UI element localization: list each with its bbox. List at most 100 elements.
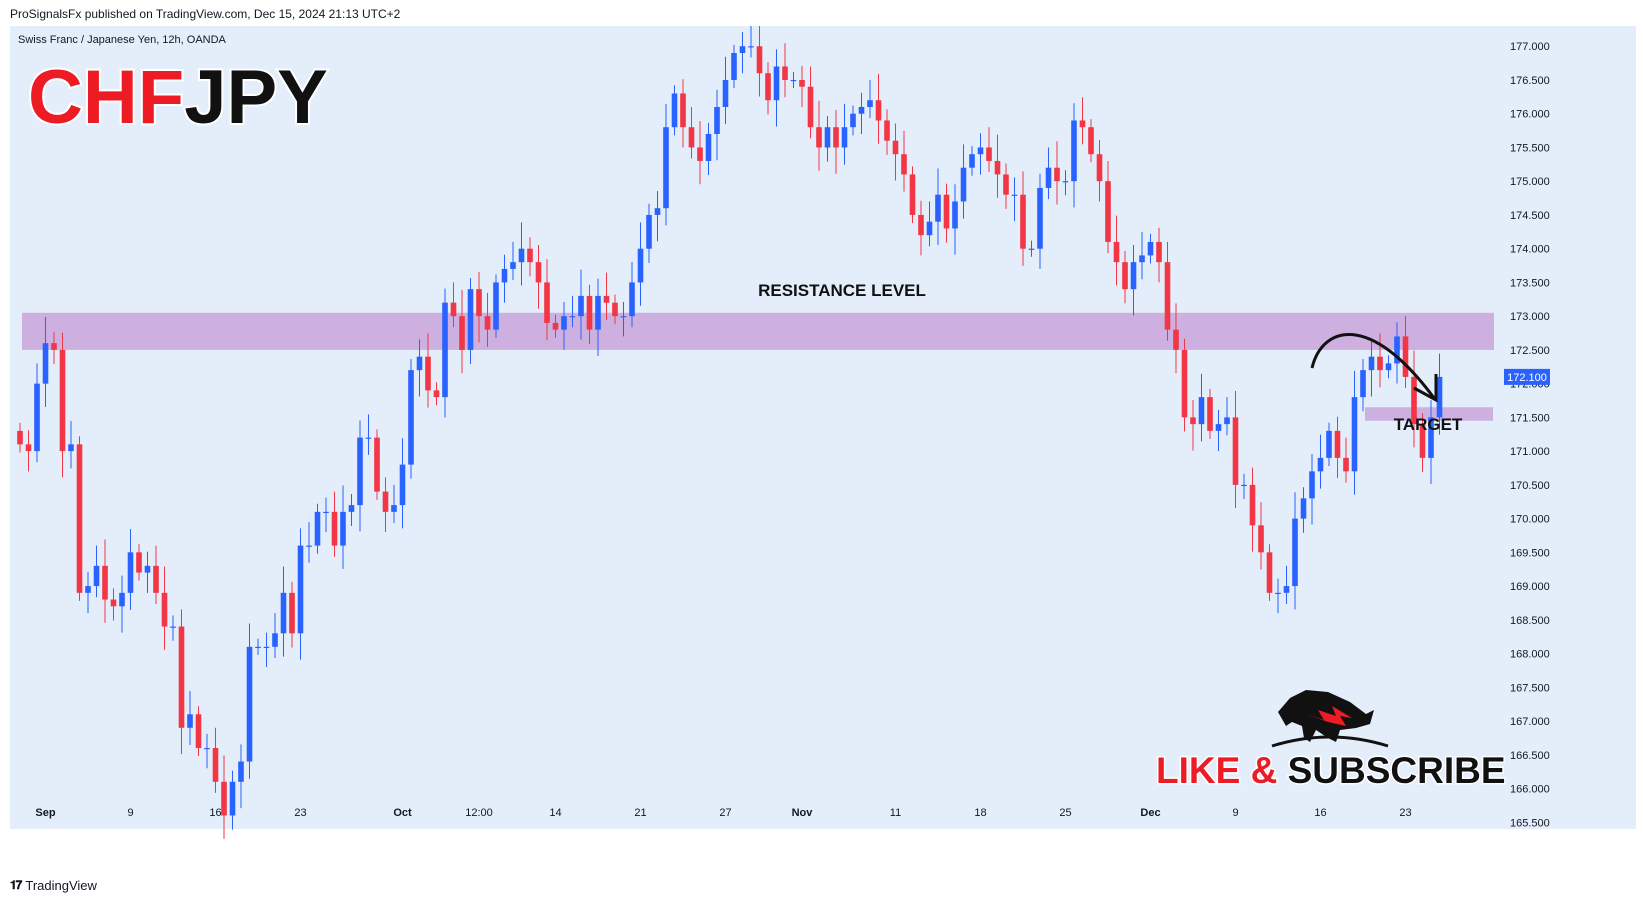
candle-body xyxy=(1249,484,1256,526)
y-tick-label: 167.500 xyxy=(1510,682,1550,694)
candle-body xyxy=(1190,417,1196,425)
candle-body xyxy=(1283,586,1290,593)
candle-body xyxy=(595,295,601,330)
candle-body xyxy=(59,349,66,452)
plot-background xyxy=(10,26,1498,829)
candle-body xyxy=(204,748,210,750)
candle-body xyxy=(756,46,763,74)
cta-amp: & xyxy=(1251,750,1278,791)
candle-body xyxy=(850,113,856,128)
candle-body xyxy=(909,174,916,215)
candle-body xyxy=(782,66,788,80)
candle-body xyxy=(714,106,720,134)
candle-body xyxy=(1028,248,1035,250)
y-tick-label: 167.000 xyxy=(1510,716,1550,728)
resistance-zone xyxy=(22,312,1494,350)
candle-body xyxy=(918,214,924,236)
publisher-line: ProSignalsFx published on TradingView.co… xyxy=(10,7,401,21)
candle-body xyxy=(1130,262,1137,290)
candle-body xyxy=(1300,498,1307,519)
candle-body xyxy=(1377,356,1383,371)
x-tick-label: 23 xyxy=(294,807,306,819)
candle-body xyxy=(578,295,584,317)
y-tick-label: 168.500 xyxy=(1510,615,1550,627)
candle-body xyxy=(153,565,159,593)
candle-body xyxy=(1334,430,1341,458)
candle-body xyxy=(1096,154,1103,182)
candle-body xyxy=(467,289,474,350)
candle-body xyxy=(314,511,321,546)
footer-brand[interactable]: TradingView xyxy=(25,878,97,893)
candle-body xyxy=(1232,417,1239,485)
candle-body xyxy=(986,147,992,161)
tradingview-logo-icon[interactable]: 𝟏𝟕 xyxy=(10,878,22,892)
y-tick-label: 173.500 xyxy=(1510,277,1550,289)
candle-body xyxy=(603,295,610,303)
candle-body xyxy=(348,505,355,512)
candle-body xyxy=(195,714,202,749)
candle-body xyxy=(51,343,57,350)
candle-body xyxy=(170,626,176,628)
candle-body xyxy=(178,626,185,728)
candle-body xyxy=(229,781,236,816)
candle-body xyxy=(646,214,652,249)
chart-svg[interactable]: 165.500 166.000 166.500 167.000 167.500 168.0… xyxy=(10,19,1636,869)
x-tick-label: 23 xyxy=(1399,807,1411,819)
x-tick-label: 18 xyxy=(974,807,986,819)
candle-body xyxy=(680,93,686,128)
candle-body xyxy=(501,268,508,283)
candle-body xyxy=(1326,430,1332,458)
candle-body xyxy=(1105,181,1111,242)
candle-body xyxy=(1351,397,1358,472)
candle-body xyxy=(1266,552,1273,593)
candle-body xyxy=(1224,417,1230,425)
y-tick-label: 175.000 xyxy=(1510,176,1550,188)
candle-body xyxy=(739,46,746,53)
candle-body xyxy=(1343,457,1349,472)
x-tick-label: 21 xyxy=(634,807,646,819)
candle-body xyxy=(535,262,542,283)
candle-body xyxy=(459,316,465,350)
candle-body xyxy=(85,586,91,593)
y-tick-label: 170.500 xyxy=(1510,480,1550,492)
candle-body xyxy=(365,437,372,439)
y-tick-label: 168.000 xyxy=(1510,649,1550,661)
candle-body xyxy=(671,93,678,128)
candle-body xyxy=(110,599,117,607)
candle-body xyxy=(212,748,219,782)
candle-body xyxy=(42,343,49,384)
candle-body xyxy=(1071,120,1077,182)
candle-body xyxy=(161,592,168,627)
x-tick-label: Oct xyxy=(393,807,412,819)
candle-body xyxy=(1164,262,1171,330)
resistance-label: RESISTANCE LEVEL xyxy=(758,281,926,300)
cta-like: LIKE xyxy=(1156,750,1240,791)
candle-body xyxy=(433,390,440,398)
candle-body xyxy=(68,444,74,452)
bull-logo-icon xyxy=(1271,690,1389,748)
candle-body xyxy=(1198,397,1205,425)
candle-body xyxy=(340,511,346,546)
candle-body xyxy=(960,167,967,202)
candle-body xyxy=(382,491,389,512)
candle-body xyxy=(119,592,125,607)
big-title-jpy: JPY xyxy=(184,55,328,140)
candle-body xyxy=(76,444,83,593)
candle-body xyxy=(246,646,253,762)
candle-body xyxy=(1147,241,1154,256)
candle-body xyxy=(569,316,576,318)
y-tick-label: 176.500 xyxy=(1510,75,1550,87)
candle-body xyxy=(892,140,899,155)
candle-body xyxy=(323,511,329,514)
chart-panel[interactable]: 165.500 166.000 166.500 167.000 167.500 168.0… xyxy=(10,19,1636,869)
candle-body xyxy=(1037,187,1043,249)
candle-body xyxy=(1317,457,1324,472)
candle-body xyxy=(544,282,550,323)
candle-body xyxy=(1020,194,1026,249)
candle-body xyxy=(1419,424,1426,458)
candle-body xyxy=(527,248,533,263)
candle-body xyxy=(977,147,984,155)
x-tick-label: 16 xyxy=(1314,807,1326,819)
candle-body xyxy=(391,505,397,512)
candle-body xyxy=(586,295,593,330)
